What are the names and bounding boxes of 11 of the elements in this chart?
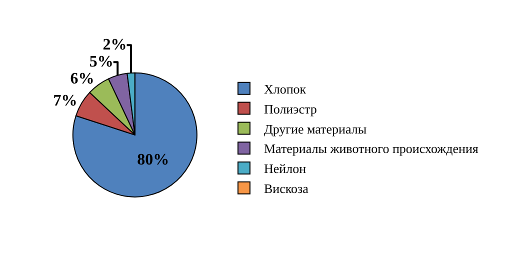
legend-label: Полиэстр bbox=[264, 101, 317, 116]
data-label: 6% bbox=[70, 70, 94, 88]
legend-label: Материалы животного происхождения bbox=[264, 141, 478, 156]
legend-label: Вискоза bbox=[264, 180, 309, 196]
data-label: 5% bbox=[89, 54, 114, 71]
legend-label: Хлопок bbox=[264, 81, 307, 96]
data-label: 2% bbox=[102, 36, 127, 54]
data-label: 80% bbox=[137, 152, 170, 168]
data-label: 7% bbox=[53, 92, 78, 110]
legend-label: Нейлон bbox=[264, 161, 306, 176]
legend-label: Другие материалы bbox=[264, 121, 367, 136]
